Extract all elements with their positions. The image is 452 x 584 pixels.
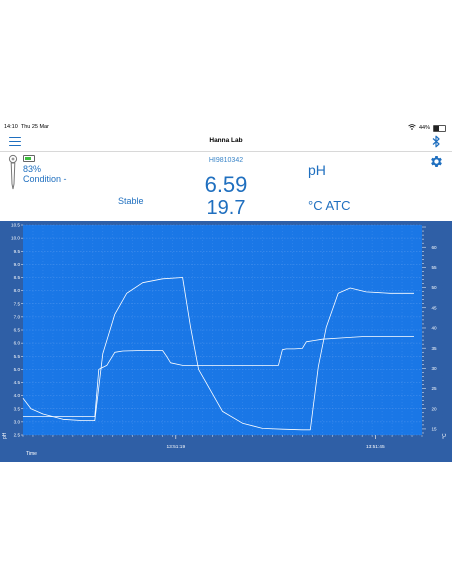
probe-serial: HI9810342 — [208, 157, 244, 164]
left-tick-label: 5.5 — [14, 354, 21, 359]
status-right: 44% — [408, 124, 446, 132]
x-tick-label: 13:51:45 — [366, 444, 385, 450]
secondary-unit: °C ATC — [308, 198, 351, 213]
right-tick-label: 15 — [431, 427, 437, 432]
right-tick-label: 30 — [431, 366, 437, 371]
right-tick-label: 25 — [431, 386, 437, 391]
left-tick-label: 3.0 — [14, 419, 21, 424]
series-line-1 — [22, 277, 414, 431]
x-axis-label: Time — [26, 451, 37, 457]
left-tick-label: 9.5 — [14, 249, 21, 254]
log-chart[interactable]: 10.5 10.0 9.5 9.0 8.5 8.0 7.5 7.0 6.5 6.0 5.5 5.0 4.… — [0, 221, 452, 462]
status-time: 14:10 Thu 25 Mar — [4, 124, 49, 130]
header-divider — [0, 151, 452, 152]
left-tick-label: 8.0 — [14, 288, 21, 293]
left-tick-label: 10.5 — [11, 223, 20, 228]
left-tick-label: 4.0 — [14, 393, 21, 398]
stability-label: Stable — [118, 196, 144, 206]
left-tick-label: 3.5 — [14, 406, 21, 411]
battery-icon — [433, 124, 446, 132]
left-tick-label: 10.0 — [11, 236, 20, 241]
right-tick-label: 60 — [431, 245, 437, 250]
left-tick-label: 7.5 — [14, 301, 21, 306]
left-tick-label: 4.5 — [14, 380, 21, 385]
status-bar: 14:10 Thu 25 Mar 44% — [0, 121, 452, 133]
series-line-2 — [23, 336, 414, 417]
right-tick-label: 35 — [431, 346, 437, 351]
left-tick-label: 5.0 — [14, 367, 21, 372]
primary-unit: pH — [308, 162, 326, 178]
left-tick-label: 6.0 — [14, 341, 21, 346]
x-tick-label: 13:51:19 — [166, 444, 185, 450]
menu-icon[interactable] — [9, 137, 21, 147]
y-axis-label-right: °C — [442, 433, 448, 439]
nav-bar: Hanna Lab — [0, 133, 452, 151]
wifi-icon — [408, 124, 416, 132]
left-tick-label: 2.5 — [14, 433, 21, 438]
gear-icon[interactable] — [429, 154, 444, 169]
right-tick-label: 40 — [431, 326, 437, 331]
probe-battery-percent: 83% — [23, 164, 42, 174]
primary-reading: 6.59 — [204, 172, 248, 197]
probe-condition: Condition - — [23, 174, 67, 184]
bluetooth-icon[interactable] — [431, 135, 441, 148]
chart-svg[interactable]: 10.5 10.0 9.5 9.0 8.5 8.0 7.5 7.0 6.5 6.0 5.5 5.0 4.… — [0, 221, 452, 462]
left-tick-label: 6.5 — [14, 328, 21, 333]
right-tick-label: 20 — [431, 406, 437, 411]
left-tick-label: 8.5 — [14, 275, 21, 280]
right-tick-label: 50 — [431, 285, 437, 290]
app-title: Hanna Lab — [209, 137, 243, 144]
probe-battery-icon — [23, 155, 35, 162]
y-axis-label-left: pH — [2, 432, 8, 439]
probe-icon[interactable] — [6, 154, 20, 192]
left-tick-label: 9.0 — [14, 262, 21, 267]
left-tick-label: 7.0 — [14, 314, 21, 319]
secondary-reading: 19.7 — [206, 197, 246, 219]
right-tick-label: 45 — [431, 305, 437, 310]
right-tick-label: 55 — [431, 265, 437, 270]
battery-percent: 44% — [418, 125, 430, 131]
